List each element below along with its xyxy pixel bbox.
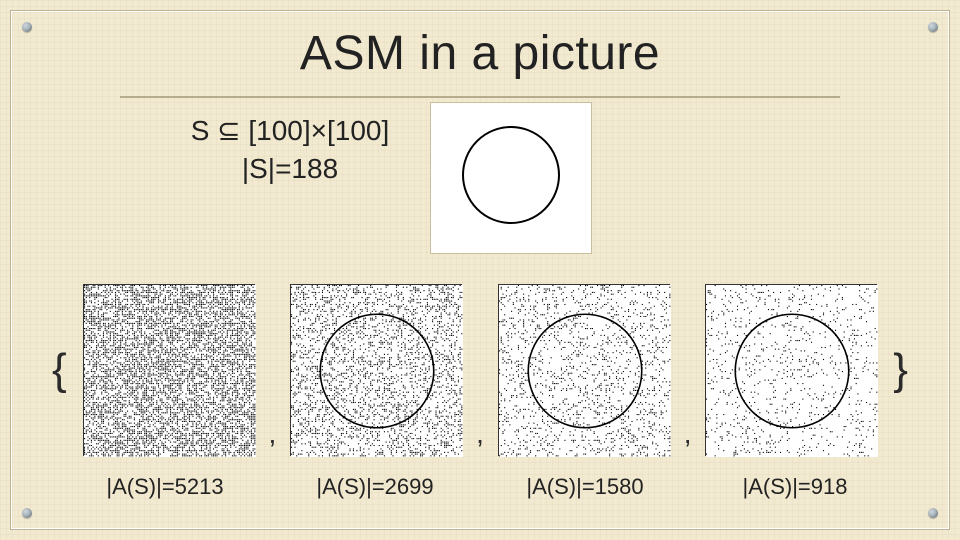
panel-caption: |A(S)|=918 (690, 474, 900, 500)
corner-pin-icon (928, 508, 938, 518)
noise-panel (705, 284, 877, 456)
title-underline (120, 96, 840, 98)
panel-caption: |A(S)|=1580 (480, 474, 690, 500)
set-definition: S ⊆ [100]×[100] |S|=188 (150, 112, 430, 188)
set-def-line-2: |S|=188 (150, 150, 430, 188)
panel-caption: |A(S)|=5213 (60, 474, 270, 500)
page-title: ASM in a picture (0, 26, 960, 81)
set-def-line-1: S ⊆ [100]×[100] (150, 112, 430, 150)
set-illustration-panel (430, 102, 592, 254)
panel-captions: |A(S)|=5213 |A(S)|=2699 |A(S)|=1580 |A(S… (60, 474, 900, 500)
separator: , (476, 418, 484, 456)
corner-pin-icon (22, 508, 32, 518)
brace-close: } (891, 348, 910, 392)
panel-caption: |A(S)|=2699 (270, 474, 480, 500)
noise-panel (83, 284, 255, 456)
noise-panel (498, 284, 670, 456)
separator: , (269, 418, 277, 456)
brace-open: { (50, 348, 69, 392)
slide: ASM in a picture S ⊆ [100]×[100] |S|=188… (0, 0, 960, 540)
separator: , (684, 418, 692, 456)
panel-gallery: { , , , } (50, 284, 910, 456)
noise-panel (290, 284, 462, 456)
